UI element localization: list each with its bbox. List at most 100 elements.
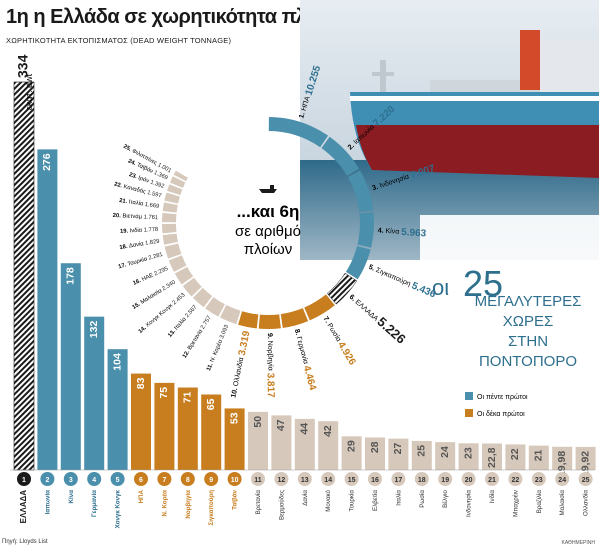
bar-value-label: 29	[345, 440, 357, 452]
bar-group-14: 42 14 Μονακό	[318, 421, 339, 512]
ring-label-rank: 23.	[128, 172, 139, 181]
svg-text:11. Ν. Κορέα 3.093: 11. Ν. Κορέα 3.093	[205, 324, 230, 372]
ring-label-value: 4.464	[301, 364, 318, 391]
ring-label-value: 1.669	[144, 201, 159, 209]
ring-label-country: Γερμανία	[295, 336, 311, 367]
rank-badge	[180, 472, 195, 486]
bar-group-18: 25 18 Ρωσία	[411, 440, 432, 508]
bar-22	[505, 444, 526, 470]
ring-label-18: 18. Δανία 1.829	[119, 238, 160, 250]
rank-number: 13	[301, 477, 309, 484]
rank-badge	[391, 472, 406, 486]
ring-segment-17	[164, 243, 182, 259]
ring-segment-19	[162, 223, 177, 234]
ring-label-6: 6. ΕΛΛΑΔΑ 5.226	[346, 289, 409, 348]
credit-note: ΚΑΘΗΜΕΡΙΝΗ	[561, 540, 595, 546]
bar-value-label: 42	[322, 425, 334, 437]
ring-label-value: 2.453	[171, 292, 186, 306]
rank-number: 11	[254, 477, 262, 484]
bar-value-label: 19,98	[556, 451, 568, 477]
rank-number: 6	[139, 477, 143, 484]
bar-8	[177, 387, 198, 470]
bar-1	[13, 81, 35, 471]
rank-number: 16	[371, 477, 379, 484]
rank-number: 10	[231, 477, 239, 484]
bar-group-11: 50 11 Βρετανία	[248, 411, 268, 514]
ring-label-country: Ν. Κορέα	[208, 337, 224, 363]
rank-number: 22	[512, 477, 520, 484]
bar-value-label: 53	[228, 412, 240, 424]
category-label: Βερμούδες	[278, 490, 285, 520]
bar-16	[365, 437, 385, 470]
ring-segment-9	[258, 314, 281, 329]
ship-photo	[300, 0, 599, 260]
rank-number: 1	[22, 477, 26, 484]
bar-value-label: 24	[439, 446, 451, 458]
svg-text:19. Ινδία 1.778: 19. Ινδία 1.778	[120, 226, 158, 234]
ring-label-value: 2.281	[148, 251, 164, 261]
ring-label-country: Καναδάς	[123, 183, 148, 196]
category-label: ΕΛΛΑΔΑ	[19, 490, 28, 524]
svg-text:16. ΗΑΕ 2.295: 16. ΗΑΕ 2.295	[132, 266, 169, 287]
rank-badge	[87, 472, 102, 486]
bar-7	[154, 382, 175, 470]
bar-4	[84, 316, 105, 470]
ring-label-rank: 14.	[137, 324, 148, 335]
svg-text:6. ΕΛΛΑΔΑ 5.226: 6. ΕΛΛΑΔΑ 5.226	[346, 289, 408, 347]
ring-label-rank: 6.	[348, 294, 358, 304]
ring-label-country: Βρετανία	[187, 327, 205, 351]
bar-14	[318, 421, 339, 470]
center-text-line-1: ...και 6η	[237, 202, 300, 221]
ring-label-country: Σιγκαπούρη	[375, 266, 414, 289]
bar-group-19: 24 19 Βέλγιο	[435, 442, 456, 508]
bar-group-20: 23 20 Ινδονησία	[458, 443, 479, 517]
svg-text:18. Δανία 1.829: 18. Δανία 1.829	[119, 238, 160, 250]
ring-segment-25	[173, 170, 188, 182]
bar-value-label: 25	[416, 445, 428, 457]
bar-value-label: 22	[509, 448, 521, 460]
ring-label-country: Χονγκ Κονγκ	[145, 301, 175, 328]
ring-label-9: 9. Νορβηγία 3.817	[265, 333, 276, 398]
ring-label-10: 10. Ολλανδία 3.319	[230, 329, 252, 398]
rank-badge	[251, 472, 265, 486]
ring-label-rank: 17.	[118, 262, 129, 270]
ring-label-rank: 9.	[266, 333, 273, 341]
bar-value-label: 19,92	[579, 451, 591, 477]
rank-badge	[578, 472, 593, 486]
bar-11	[248, 411, 268, 470]
rank-number: 18	[418, 477, 426, 484]
category-label: Χονγκ Κονγκ	[115, 489, 122, 528]
big-heading: οι 25 ΜΕΓΑΛΥΤΕΡΕΣ ΧΩΡΕΣ ΣΤΗΝ ΠΟΝΤΟΠΟΡΟ	[432, 263, 581, 370]
category-label: Ν. Κορέα	[161, 490, 168, 517]
bar-group-3: 178 3 Κίνα	[60, 263, 81, 503]
ring-label-13: 13. Ιταλία 2.567	[167, 304, 198, 338]
bar-9	[201, 394, 222, 470]
bar-value-label: 75	[158, 387, 170, 399]
ring-segment-15	[174, 266, 194, 285]
ring-label-rank: 24.	[127, 158, 138, 167]
ring-segment-16	[168, 255, 187, 272]
center-text-line-2: σε αριθμό	[235, 223, 301, 240]
rank-badge	[40, 472, 55, 486]
rank-badge	[17, 472, 31, 486]
ring-label-4: 4. Κίνα 5.963	[377, 227, 426, 240]
ring-label-rank: 20.	[113, 212, 123, 218]
bar-group-21: 22,8 21 Ινδία	[482, 443, 502, 503]
rank-badge	[344, 472, 359, 486]
rank-badge	[531, 472, 546, 486]
bar-group-16: 28 16 Ελβετία	[365, 437, 385, 511]
ship-icon	[259, 185, 277, 193]
rank-number: 21	[488, 477, 496, 484]
bar-group-12: 47 12 Βερμούδες	[271, 415, 292, 520]
rank-number: 25	[582, 477, 590, 484]
ring-label-country: Βιετνάμ	[122, 212, 144, 220]
ring-label-value: 2.567	[184, 304, 198, 319]
ring-label-rank: 21.	[119, 197, 129, 204]
unit-label: εκατ. dwt	[24, 73, 34, 110]
ring-label-rank: 25.	[122, 143, 133, 153]
bar-3	[60, 263, 81, 470]
bar-value-label: 104	[111, 353, 123, 371]
legend-label-top10: Οι δέκα πρώτοι	[477, 410, 525, 418]
chart-subtitle: ΧΩΡΗΤΙΚΟΤΗΤΑ ΕΚΤΟΠΙΣΜΑΤΟΣ (DEAD WEIGHT T…	[6, 36, 232, 45]
